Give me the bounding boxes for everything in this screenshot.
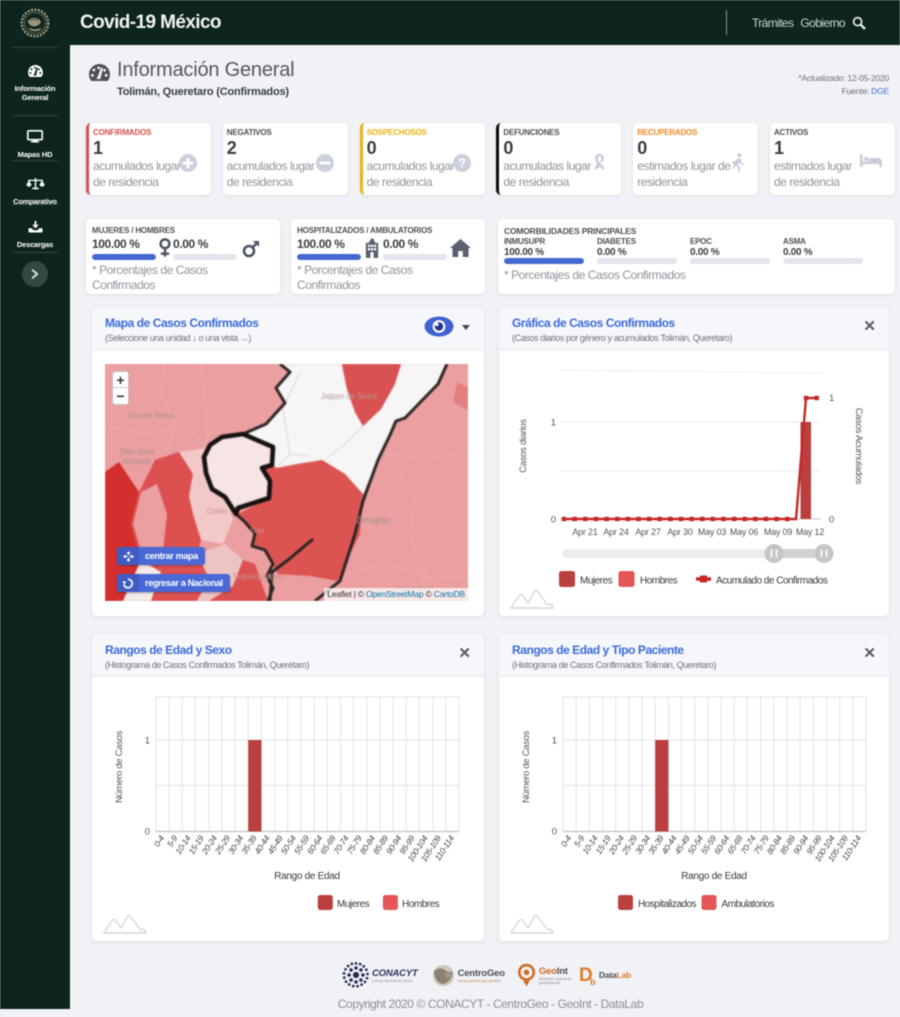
svg-text:1: 1 [552, 736, 557, 747]
svg-text:Hospitalizados: Hospitalizados [638, 899, 697, 910]
svg-text:b: b [590, 977, 596, 986]
svg-text:Jalpan de Serra: Jalpan de Serra [321, 392, 378, 401]
svg-text:San José: San José [119, 446, 155, 456]
svg-text:Número de Casos: Número de Casos [114, 730, 125, 803]
svg-text:Rango de Edad: Rango de Edad [681, 871, 747, 882]
svg-text:?: ? [458, 155, 466, 170]
svg-text:Colón: Colón [207, 507, 228, 516]
svg-text:Apr 30: Apr 30 [667, 527, 693, 537]
svg-text:Acumulado de Confirmados: Acumulado de Confirmados [716, 576, 828, 587]
svg-text:May 12: May 12 [796, 527, 825, 537]
svg-text:Tequisquiapan: Tequisquiapan [232, 572, 284, 581]
svg-text:Número de Casos: Número de Casos [521, 730, 532, 803]
svg-text:Hombres: Hombres [402, 899, 440, 910]
svg-text:Apr 21: Apr 21 [572, 527, 598, 537]
svg-text:Casos Acumulados: Casos Acumulados [853, 408, 864, 485]
svg-text:Cad: Cad [250, 526, 264, 535]
svg-text:Mujeres: Mujeres [337, 899, 370, 910]
svg-text:Iturbide: Iturbide [123, 456, 152, 466]
svg-text:Rango de Edad: Rango de Edad [274, 871, 340, 882]
svg-text:D: D [579, 965, 593, 986]
svg-text:Hombres: Hombres [640, 576, 678, 587]
svg-text:May 03: May 03 [698, 527, 727, 537]
svg-text:Mujeres: Mujeres [580, 576, 613, 587]
svg-text:0: 0 [145, 827, 150, 838]
svg-text:1: 1 [145, 736, 150, 747]
svg-text:0: 0 [552, 827, 557, 838]
svg-text:1: 1 [551, 418, 556, 429]
svg-text:1: 1 [829, 393, 834, 404]
svg-text:0-4: 0-4 [152, 833, 167, 848]
svg-text:Apr 27: Apr 27 [635, 527, 661, 537]
svg-text:Ductor Mura: Ductor Mura [129, 411, 174, 420]
svg-text:Zimapán: Zimapán [355, 515, 390, 525]
svg-text:May 06: May 06 [730, 527, 759, 537]
svg-text:0: 0 [551, 515, 556, 526]
svg-text:Apr 24: Apr 24 [603, 527, 629, 537]
svg-text:0: 0 [829, 515, 834, 526]
svg-text:Casos diarios: Casos diarios [518, 419, 529, 473]
svg-text:Ambulatorios: Ambulatorios [722, 899, 775, 910]
svg-text:0-4: 0-4 [559, 833, 574, 848]
svg-text:May 09: May 09 [764, 527, 793, 537]
